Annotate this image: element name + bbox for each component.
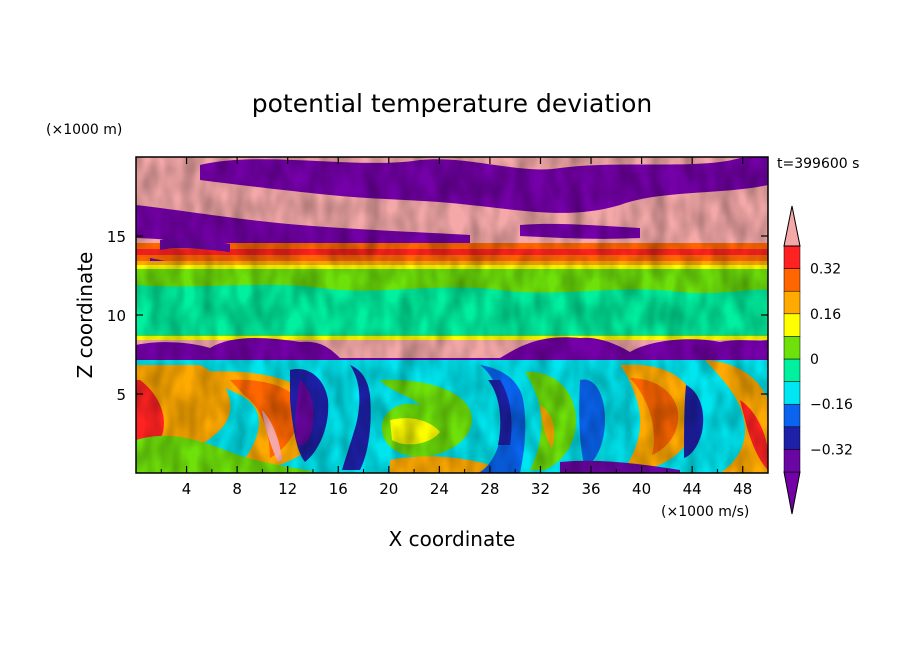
x-tick-label: 48	[733, 480, 752, 498]
y-unit-label: (×1000 m)	[46, 122, 122, 138]
y-tick-label: 10	[107, 307, 126, 325]
x-unit-label: (×1000 m/s)	[661, 504, 749, 520]
x-tick-label: 44	[683, 480, 702, 498]
x-tick-label: 28	[480, 480, 499, 498]
time-label: t=399600 s	[777, 156, 859, 172]
x-axis-label: X coordinate	[389, 527, 516, 551]
contour-field	[136, 157, 768, 473]
x-tick-label: 8	[232, 480, 242, 498]
colorbar-segment	[783, 403, 801, 428]
x-tick-label: 4	[182, 480, 192, 498]
y-axis-label: Z coordinate	[73, 252, 97, 379]
colorbar-segment	[783, 381, 801, 405]
colorbar-tick-label: −0.32	[810, 442, 853, 458]
y-tick-label: 15	[107, 228, 126, 246]
colorbar: 0.32 0.16 0 −0.16 −0.32	[783, 205, 853, 515]
colorbar-tick-label: −0.16	[810, 397, 853, 413]
chart-title: potential temperature deviation	[252, 89, 652, 118]
x-tick-label: 36	[581, 480, 600, 498]
colorbar-segment	[783, 358, 801, 382]
colorbar-segment	[783, 245, 801, 269]
x-tick-label: 12	[278, 480, 297, 498]
colorbar-tick-label: 0.16	[810, 307, 841, 323]
colorbar-segment	[783, 449, 801, 473]
colorbar-min-arrow	[783, 471, 801, 515]
colorbar-tick-label: 0	[810, 352, 819, 368]
colorbar-segment	[783, 290, 801, 315]
y-tick-label: 5	[116, 386, 126, 404]
colorbar-tick-label: 0.32	[810, 262, 841, 278]
colorbar-segment	[783, 313, 801, 337]
x-tick-label: 40	[632, 480, 651, 498]
x-tick-label: 16	[329, 480, 348, 498]
x-tick-label: 20	[379, 480, 398, 498]
colorbar-segment	[783, 426, 801, 450]
x-axis: 4 8 12 16 20 24 28 32 36 40 44 48	[160, 157, 752, 498]
colorbar-segment	[783, 268, 801, 292]
colorbar-segment	[783, 336, 801, 360]
colorbar-max-arrow	[783, 205, 801, 247]
x-tick-label: 32	[531, 480, 550, 498]
x-tick-label: 24	[430, 480, 449, 498]
y-axis: 5 10 15	[107, 228, 768, 404]
